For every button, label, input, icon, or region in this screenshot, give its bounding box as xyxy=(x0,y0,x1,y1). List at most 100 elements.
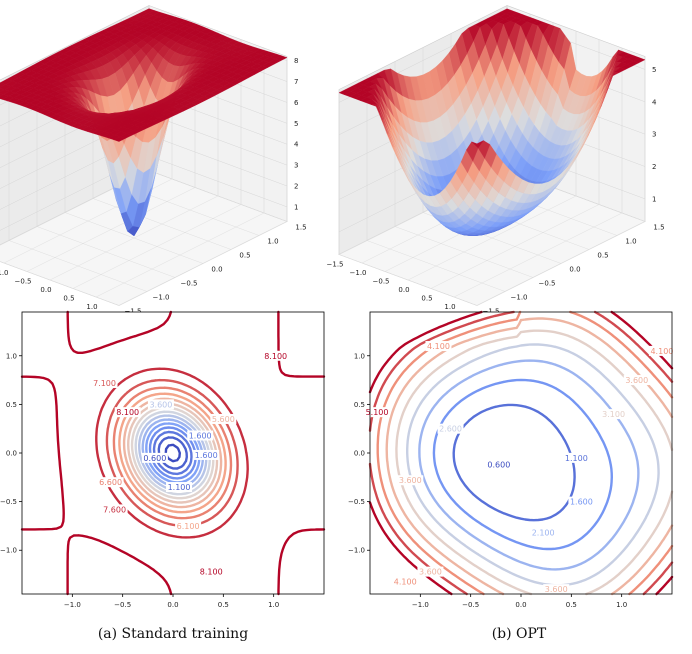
contour-opt-y-tick-label: 1.0 xyxy=(354,352,365,360)
contour-standard-x-tick-label: −0.5 xyxy=(114,601,131,609)
contour-standard-contour-label-bg xyxy=(114,407,141,418)
contour-standard-y-tick-label: −1.0 xyxy=(0,547,17,555)
surface-standard-y-tick-label: 1.0 xyxy=(267,238,278,246)
contour-standard-x-tick-label: −1.0 xyxy=(64,601,81,609)
surface-opt-y-tick-label: −0.5 xyxy=(539,280,556,288)
surface-opt-x-tick-label: −0.5 xyxy=(373,278,390,286)
contour-opt-contour-label: 3.600 xyxy=(399,476,422,485)
surface-standard-y-tick-label: 0.0 xyxy=(211,266,222,274)
contour-opt-contour-label-bg xyxy=(600,409,627,420)
surface-opt-surface-patch xyxy=(471,140,484,149)
surface-standard-z-tick-label: 3 xyxy=(294,162,298,170)
contour-standard-contour-label: 6.100 xyxy=(177,522,200,531)
contour-standard-contour-line xyxy=(130,406,215,500)
contour-standard-contour-line xyxy=(118,392,227,514)
contour-plot-standard: 8.1007.1008.1003.6005.6001.6001.6000.600… xyxy=(0,310,326,609)
contour-standard-contour-line xyxy=(164,443,181,463)
contour-opt-contour-label: 1.600 xyxy=(570,498,593,507)
contour-opt-contour-label-bg xyxy=(392,576,419,587)
contour-opt-contour-label-bg xyxy=(648,345,675,356)
surface-standard-z-tick-label: 8 xyxy=(294,57,298,65)
contour-opt-contour-line xyxy=(406,343,660,587)
surface-opt-z-tick-label: 1 xyxy=(652,195,656,203)
contour-standard-contour-line xyxy=(134,410,211,496)
contour-standard-contour-label-bg xyxy=(147,399,174,410)
contour-opt-contour-label: 5.100 xyxy=(366,408,389,417)
contour-opt-contour-label-bg xyxy=(623,375,650,386)
surface-plot-standard: 12345678−1.5−1.0−0.50.00.51.01.5−1.5−1.0… xyxy=(0,5,307,320)
contour-opt-x-tick-label: −1.0 xyxy=(412,601,429,609)
contour-standard-contour-label: 1.100 xyxy=(168,483,191,492)
surface-opt-x-tick-label: 0.5 xyxy=(421,295,432,303)
contour-standard-contour-label-bg xyxy=(193,449,220,460)
contour-standard-contour-label-bg xyxy=(198,566,225,577)
surface-standard-y-tick-label: 1.5 xyxy=(295,224,306,232)
surface-standard-x-tick-label: 1.0 xyxy=(86,303,97,311)
contour-standard-contour-label-bg xyxy=(210,413,237,424)
contour-standard-contour-label-bg xyxy=(97,477,124,488)
contour-opt-y-tick-label: 0.5 xyxy=(354,401,365,409)
surface-opt-grid xyxy=(476,221,646,306)
surface-standard-z-tick-label: 2 xyxy=(294,182,298,190)
contour-opt-contour-line xyxy=(368,310,674,596)
contour-opt-contour-label-bg xyxy=(437,423,464,434)
surface-opt-x-tick-label: 0.0 xyxy=(398,286,409,294)
contour-opt-contour-label: 3.100 xyxy=(602,410,625,419)
contour-opt-contour-label: 0.600 xyxy=(487,461,510,470)
surface-opt-y-tick-label: 1.0 xyxy=(625,238,636,246)
contour-standard-contour-label-bg xyxy=(101,504,128,515)
surface-standard-y-tick-label: 0.5 xyxy=(239,252,250,260)
contour-standard-x-tick-label: 1.0 xyxy=(268,601,279,609)
contour-opt-contour-label-bg xyxy=(568,496,595,507)
contour-standard-contour-label-bg xyxy=(141,452,168,463)
contour-opt-contour-label-bg xyxy=(530,527,557,538)
contour-opt-y-tick-label: 0.0 xyxy=(354,450,365,458)
contour-standard-y-tick-label: 1.0 xyxy=(6,352,17,360)
contour-standard-contour-label: 8.100 xyxy=(264,352,287,361)
surface-standard-z-tick-label: 6 xyxy=(294,99,299,107)
surface-opt-x-tick-label: −1.5 xyxy=(327,261,344,269)
contour-standard-contour-label: 6.600 xyxy=(99,478,122,487)
contour-standard-contour-line xyxy=(20,310,326,596)
contour-standard-contour-line xyxy=(112,386,233,520)
contour-opt-contour-label-bg xyxy=(417,566,444,577)
surface-standard-z-tick-label: 4 xyxy=(294,141,299,149)
surface-opt-x-tick-label: −1.0 xyxy=(350,269,367,277)
surface-standard-x-tick-label: −1.0 xyxy=(0,269,9,277)
contour-standard-contour-label: 8.100 xyxy=(116,408,139,417)
contour-standard-contour-line xyxy=(95,367,249,539)
contour-opt-contour-label: 4.100 xyxy=(650,347,673,356)
contour-standard-contour-label: 1.600 xyxy=(189,431,212,440)
surface-opt-y-tick-label: 0.5 xyxy=(597,252,608,260)
contour-standard-x-tick-label: 0.5 xyxy=(218,601,229,609)
contour-opt-contour-label-bg xyxy=(364,407,391,418)
surface-opt-y-tick-label: −1.5 xyxy=(483,308,500,316)
contour-opt-contour-line xyxy=(452,403,576,522)
contour-opt-contour-label-bg xyxy=(543,584,570,595)
contour-opt-x-tick-label: 1.0 xyxy=(616,601,627,609)
caption-opt: (b) OPT xyxy=(491,626,547,642)
contour-standard-contour-line xyxy=(152,430,193,476)
surface-opt-z-tick-label: 2 xyxy=(652,163,656,171)
contour-standard-y-tick-label: 0.5 xyxy=(6,401,17,409)
contour-standard-contour-label: 5.600 xyxy=(212,415,235,424)
surface-standard-y-tick-label: −1.0 xyxy=(153,294,170,302)
contour-opt-contour-label: 2.100 xyxy=(532,529,555,538)
contour-standard-y-tick-label: −0.5 xyxy=(0,498,17,506)
surface-opt-y-tick-label: 0.0 xyxy=(569,266,580,274)
contour-standard-contour-label-bg xyxy=(175,520,202,531)
contour-standard-contour-label: 8.100 xyxy=(200,568,223,577)
contour-standard-contour-label-bg xyxy=(262,350,289,361)
surface-opt-y-tick-label: −1.0 xyxy=(511,294,528,302)
surface-standard-z-tick-label: 5 xyxy=(294,120,298,128)
contour-standard-contour-label-bg xyxy=(166,482,193,493)
contour-opt-contour-label-bg xyxy=(397,475,424,486)
contour-opt-contour-label: 3.600 xyxy=(545,585,568,594)
contour-opt-plot-area xyxy=(370,312,672,594)
surface-standard-z-tick-label: 1 xyxy=(294,203,298,211)
contour-opt-contour-label: 4.100 xyxy=(394,577,417,586)
contour-opt-contour-label: 3.600 xyxy=(419,568,442,577)
surface-opt-z-tick-label: 4 xyxy=(652,98,657,106)
contour-standard-contour-label: 3.600 xyxy=(149,400,172,409)
